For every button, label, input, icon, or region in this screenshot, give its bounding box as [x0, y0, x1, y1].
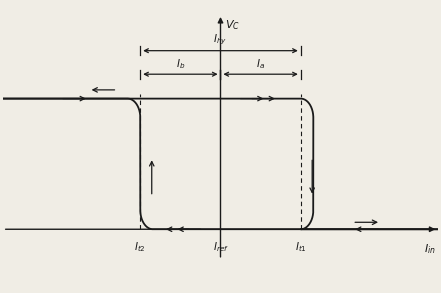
Text: $I_b$: $I_b$: [176, 57, 185, 71]
Text: $V_C$: $V_C$: [224, 19, 239, 33]
Text: $I_{t2}$: $I_{t2}$: [135, 240, 146, 253]
Text: $I_{hy}$: $I_{hy}$: [213, 33, 228, 47]
Text: $I_{ref}$: $I_{ref}$: [213, 240, 228, 253]
Text: $I_a$: $I_a$: [256, 57, 265, 71]
Text: $I_{t1}$: $I_{t1}$: [295, 240, 306, 253]
Text: $I_{in}$: $I_{in}$: [423, 242, 435, 256]
